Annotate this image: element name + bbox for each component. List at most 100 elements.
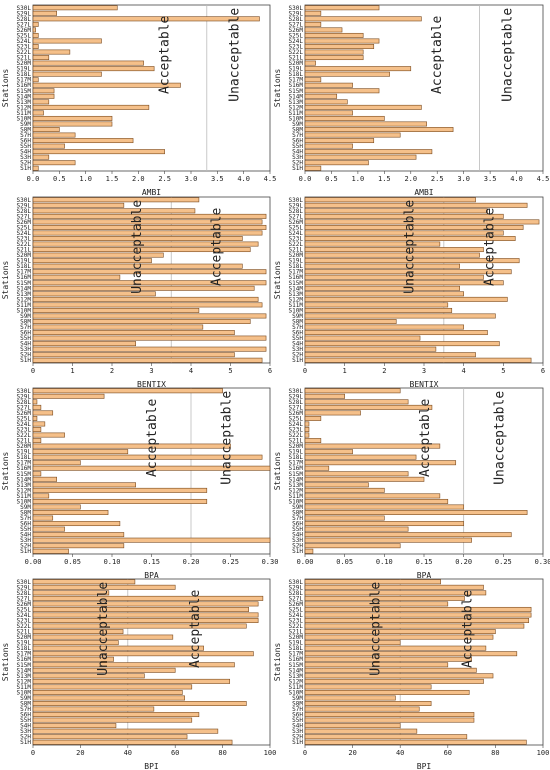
bar-S13M [304,99,348,105]
y-tick-label: S21L [289,438,304,445]
bar-S6H [32,712,200,718]
y-tick-label: S24L [289,230,304,237]
y-tick-label: S14M [289,476,304,483]
y-tick-label: S7H [20,132,31,139]
bar-S17M [32,269,267,275]
bar-S21L [304,55,364,61]
bar-S6H [304,712,475,718]
bar-S19L [304,449,353,455]
chart-panel-8: S1HS2HS3HS4HS5HS6HS7HS8MS9MS10MS11MS12MS… [273,578,549,770]
bar-S6H [304,521,464,527]
bar-S16M [304,465,330,471]
bar-S15M [304,88,380,94]
bar-S7H [304,515,385,521]
y-tick-label: S6H [20,712,31,719]
x-tick-label: 2.0 [404,175,417,183]
chart-panel-4: S1HS2HS3HS4HS5HS6HS7HS8MS9MS10MS11MS12MS… [273,196,545,389]
y-tick-label: S4H [20,532,31,539]
bar-S11M [304,684,432,690]
y-tick-label: S14M [17,476,32,483]
x-tick-label: 20 [76,749,84,757]
y-axis-label: Stations [273,643,282,682]
x-tick-label: 3.0 [457,175,470,183]
y-tick-label: S12M [289,104,304,111]
bar-S20M [304,60,316,66]
y-tick-label: S7H [292,515,303,522]
bar-S8M [304,319,397,324]
y-tick-label: S27L [17,21,32,28]
y-tick-label: S10M [289,115,304,122]
bar-S8M [32,319,251,324]
y-tick-label: S25L [17,606,32,613]
bar-S18L [304,263,460,269]
x-axis-label: AMBI [142,188,161,197]
x-tick-label: 3.5 [211,175,224,183]
bar-S4H [304,532,512,538]
bar-S26M [32,219,263,225]
bar-S27L [304,213,504,219]
zone-label-left: Acceptable [430,16,445,94]
y-tick-label: S2H [292,352,303,359]
plot-frame [32,4,271,172]
y-tick-label: S18L [17,645,32,652]
x-tick-label: 2.5 [158,175,171,183]
bar-S16M [32,465,271,471]
y-tick-label: S4H [20,723,31,730]
y-tick-label: S13M [289,291,304,298]
bar-S14M [32,93,55,99]
y-tick-label: S25L [289,415,304,422]
zone-label-right: Acceptable [461,590,476,668]
bar-S10M [32,115,113,121]
bar-S6H [32,521,121,527]
bar-S9M [32,504,81,510]
y-tick-label: S5H [292,526,303,533]
bar-S7H [304,132,401,138]
bar-S27L [304,21,322,27]
y-tick-label: S4H [292,532,303,539]
bar-S15M [32,88,55,94]
bar-S7H [304,324,464,330]
y-tick-label: S24L [17,612,32,619]
bar-S1H [32,165,39,171]
zone-label-right: Acceptable [482,208,497,286]
bar-S12M [32,104,150,110]
y-tick-label: S26M [17,219,32,226]
bar-S11M [304,110,353,116]
x-tick-label: 80 [218,749,226,757]
bar-S22L [304,241,441,247]
bar-S1H [32,739,233,745]
bar-S26M [32,27,36,33]
y-tick-label: S3H [292,728,303,735]
bar-S14M [304,476,425,482]
y-tick-label: S26M [289,601,304,608]
y-tick-label: S27L [289,213,304,220]
bar-S17M [304,460,457,466]
y-tick-label: S1H [20,165,31,172]
bar-S15M [304,280,504,286]
y-tick-label: S15M [289,88,304,95]
y-tick-label: S15M [289,471,304,478]
x-tick-label: 0.15 [416,558,433,566]
y-tick-label: S4H [20,341,31,348]
y-tick-label: S30L [289,579,304,586]
y-tick-label: S19L [17,66,32,73]
y-tick-label: S9M [20,121,31,128]
y-axis-label: Stations [1,452,10,491]
x-tick-label: 0.00 [297,558,314,566]
y-tick-label: S25L [17,415,32,422]
y-tick-label: S22L [289,241,304,248]
y-tick-label: S8M [292,510,303,517]
y-tick-label: S1H [20,548,31,555]
x-tick-label: 0.05 [336,558,353,566]
y-tick-label: S26M [17,27,32,34]
y-tick-label: S27L [289,404,304,411]
y-tick-label: S10M [17,115,32,122]
y-tick-label: S11M [289,302,304,309]
y-tick-label: S28L [289,399,304,406]
bar-S27L [32,213,267,219]
bar-S24L [32,421,46,427]
bar-S11M [32,493,50,499]
y-tick-label: S30L [289,5,304,12]
bar-S4H [304,149,433,155]
bar-S8M [32,127,60,132]
